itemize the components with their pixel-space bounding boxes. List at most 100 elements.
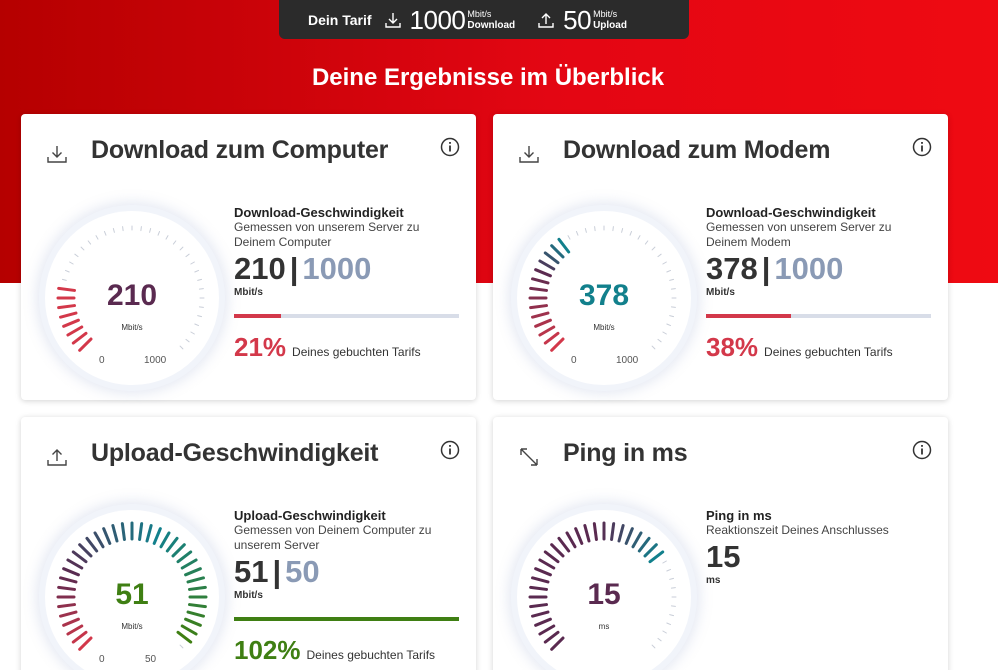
gauge-tick-active — [529, 585, 548, 591]
gauge-tick-active — [617, 524, 625, 543]
gauge-tick — [103, 230, 107, 236]
gauge-tick — [669, 278, 675, 281]
gauge-unit: Mbit/s — [593, 323, 615, 332]
percent-value: 102% — [234, 635, 301, 665]
progress-bar-fill — [706, 314, 792, 318]
gauge-tick — [69, 261, 74, 265]
gauge-tick — [198, 306, 204, 308]
gauge-tick-active — [543, 550, 560, 564]
stat-value: 51 — [234, 554, 269, 589]
gauge-tick-active — [592, 522, 598, 541]
card-title: Ping in ms — [563, 439, 688, 467]
gauge-tick-active — [538, 558, 556, 570]
tariff-label: Dein Tarif — [308, 11, 372, 28]
gauge-tick-active — [550, 337, 565, 352]
progress-bar-fill — [234, 617, 459, 621]
gauge-tick-active — [534, 567, 552, 577]
gauge-tick-active — [188, 585, 207, 591]
stat-panel: Ping in ms Reaktionszeit Deines Anschlus… — [706, 508, 936, 586]
gauge-tick-active — [180, 558, 198, 570]
ping-arrows-icon — [520, 448, 538, 466]
progress-bar — [234, 617, 459, 621]
gauge-tick — [621, 227, 624, 233]
gauge-tick-active — [93, 531, 105, 549]
gauge-tick-active — [534, 268, 552, 278]
tariff-download: 1000 Mbit/s Download — [384, 4, 516, 35]
tariff-download-unit: Mbit/s — [467, 8, 492, 19]
gauge-tick-active — [57, 286, 76, 292]
gauge-tick-active — [78, 337, 93, 352]
gauge-tick — [662, 261, 667, 265]
tariff-upload-unit: Mbit/s — [593, 8, 618, 19]
gauge-tick — [185, 253, 190, 258]
card-title: Download zum Modem — [563, 136, 831, 164]
gauge-tick-active — [184, 617, 202, 627]
gauge-tick — [112, 227, 115, 233]
stat-separator: | — [761, 251, 771, 286]
gauge-tick — [651, 246, 656, 251]
percent-row: 102% Deines gebuchten Tarifs — [234, 635, 464, 666]
gauge-tick-active — [85, 536, 99, 553]
download-icon — [47, 146, 67, 163]
gauge-tick-active — [643, 543, 658, 558]
gauge-tick-active — [538, 325, 556, 337]
gauge-tick — [157, 230, 161, 236]
tariff-upload: 50 Mbit/s Upload — [537, 7, 627, 33]
gauge-tick — [61, 278, 67, 281]
tariff-download-value: 1000 — [409, 4, 466, 35]
gauge-tick-active — [543, 630, 560, 644]
card-download-modem: Download zum Modem 378 Mbit/s 0 1000 Dow… — [493, 114, 948, 400]
gauge-tick-active — [165, 536, 179, 553]
gauge-tick — [80, 246, 85, 251]
gauge-tick — [197, 278, 203, 281]
stat-unit: Mbit/s — [234, 287, 263, 298]
gauge-tick-active — [534, 617, 552, 627]
gauge-tick-active — [66, 624, 84, 636]
stat-value-row: 210 | 1000 — [234, 252, 464, 286]
gauge-tick-active — [531, 277, 550, 285]
gauge-tick-active — [78, 543, 93, 558]
gauge-tick — [669, 315, 675, 318]
gauge-tick — [637, 235, 641, 240]
gauge-tick-active — [62, 567, 80, 577]
upload-icon — [47, 449, 67, 466]
gauge-tick — [140, 226, 142, 232]
gauge-tick-active — [176, 550, 193, 564]
info-icon[interactable] — [912, 440, 932, 460]
info-icon[interactable] — [440, 440, 460, 460]
gauge-tick-active — [59, 610, 78, 618]
percent-row: 21% Deines gebuchten Tarifs — [234, 332, 464, 363]
stat-max: 1000 — [302, 251, 372, 286]
gauge-tick-active — [610, 522, 616, 541]
gauge-tick-active — [78, 636, 93, 651]
gauge-tick-active — [62, 318, 80, 328]
stat-panel: Upload-Geschwindigkeit Gemessen von Dein… — [234, 508, 464, 666]
gauge-tick — [194, 323, 200, 327]
upload-icon — [538, 12, 554, 28]
card-title: Upload-Geschwindigkeit — [91, 439, 379, 467]
gauge-tick-active — [176, 630, 193, 644]
info-icon[interactable] — [912, 137, 932, 157]
gauge-tick — [644, 240, 649, 245]
gauge-tick-active — [180, 624, 198, 636]
gauge-tick-active — [59, 576, 78, 584]
gauge: 210 Mbit/s 0 1000 — [45, 211, 219, 385]
stat-title: Download-Geschwindigkeit — [234, 205, 404, 220]
gauge-tick — [179, 345, 184, 350]
gauge-tick — [662, 560, 667, 564]
gauge-max: 1000 — [144, 355, 167, 366]
progress-bar — [706, 314, 931, 318]
info-icon[interactable] — [440, 137, 460, 157]
download-icon — [384, 12, 401, 28]
gauge-tick-active — [550, 244, 565, 259]
gauge-tick-active — [648, 550, 665, 564]
gauge-tick-active — [529, 603, 548, 609]
gauge-tick-active — [145, 524, 153, 543]
gauge-tick — [669, 614, 675, 617]
gauge-tick — [670, 587, 676, 589]
gauge-tick — [74, 253, 79, 258]
gauge-tick — [666, 568, 672, 572]
gauge-tick — [662, 331, 667, 335]
tariff-download-label: Download — [467, 19, 516, 31]
gauge-tick-active — [543, 331, 560, 345]
